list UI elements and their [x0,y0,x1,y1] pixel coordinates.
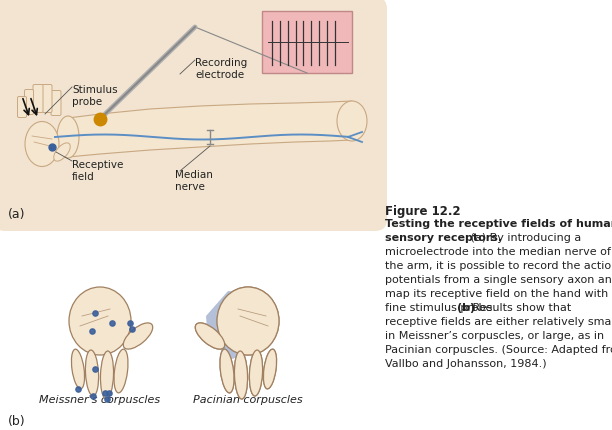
FancyBboxPatch shape [24,90,34,115]
Ellipse shape [220,349,234,393]
FancyBboxPatch shape [262,12,352,74]
Ellipse shape [72,349,84,389]
Ellipse shape [54,144,70,162]
Ellipse shape [195,323,225,349]
Ellipse shape [234,351,247,399]
Text: the arm, it is possible to record the action: the arm, it is possible to record the ac… [385,261,612,270]
Text: (b): (b) [8,414,26,427]
Text: Recording
electrode: Recording electrode [195,58,247,80]
Ellipse shape [220,349,234,393]
Ellipse shape [114,349,128,393]
Ellipse shape [217,287,279,355]
Text: Figure 12.2: Figure 12.2 [385,205,461,218]
Text: map its receptive field on the hand with a: map its receptive field on the hand with… [385,289,612,298]
Text: receptive fields are either relatively small, as: receptive fields are either relatively s… [385,316,612,326]
Text: Stimulus
probe: Stimulus probe [72,85,118,106]
FancyBboxPatch shape [18,97,26,118]
Text: Vallbo and Johansson, 1984.): Vallbo and Johansson, 1984.) [385,358,547,368]
FancyBboxPatch shape [42,85,52,113]
Text: fine stimulus probe.: fine stimulus probe. [385,302,499,312]
Ellipse shape [220,349,234,393]
Text: (a): (a) [8,208,26,221]
Ellipse shape [217,287,279,355]
Text: (b): (b) [457,302,475,312]
Text: in Meissner’s corpuscles, or large, as in: in Meissner’s corpuscles, or large, as i… [385,330,604,340]
Ellipse shape [234,351,247,399]
Text: Results show that: Results show that [469,302,571,312]
Text: microelectrode into the median nerve of: microelectrode into the median nerve of [385,246,611,256]
Ellipse shape [86,350,99,396]
Text: potentials from a single sensory axon and: potentials from a single sensory axon an… [385,274,612,284]
Text: Median
nerve: Median nerve [175,169,213,191]
FancyBboxPatch shape [51,91,61,116]
Ellipse shape [195,323,225,349]
Ellipse shape [69,287,131,355]
Ellipse shape [123,323,153,349]
Ellipse shape [263,349,277,389]
Text: Receptive
field: Receptive field [72,160,124,181]
Text: Meissner's corpuscles: Meissner's corpuscles [39,394,160,404]
Ellipse shape [250,350,263,396]
Text: Pacinian corpuscles: Pacinian corpuscles [193,394,303,404]
Ellipse shape [57,117,79,159]
Ellipse shape [337,102,367,141]
Ellipse shape [25,122,59,167]
Polygon shape [68,102,352,158]
Polygon shape [206,291,263,359]
FancyBboxPatch shape [33,85,43,113]
Text: Testing the receptive fields of human: Testing the receptive fields of human [385,218,612,228]
Text: sensory receptors.: sensory receptors. [385,233,502,243]
Text: (a) By introducing a: (a) By introducing a [467,233,581,243]
Ellipse shape [263,349,277,389]
FancyBboxPatch shape [0,0,387,231]
Text: Pacinian corpuscles. (Source: Adapted from: Pacinian corpuscles. (Source: Adapted fr… [385,344,612,354]
Ellipse shape [250,350,263,396]
Ellipse shape [100,351,114,399]
